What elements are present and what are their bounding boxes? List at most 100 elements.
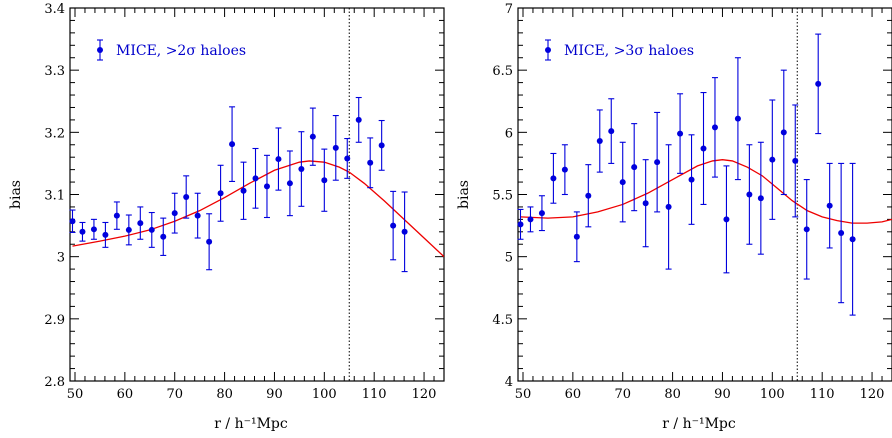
x-axis-label: r / h⁻¹Mpc — [214, 416, 288, 432]
data-point — [229, 141, 236, 148]
plot-frame — [517, 7, 892, 382]
x-tick-label: 100 — [760, 387, 785, 402]
data-point — [206, 238, 213, 245]
data-point — [183, 193, 190, 200]
data-point — [125, 226, 132, 233]
data-point — [838, 230, 845, 237]
data-point — [69, 218, 76, 225]
data-point — [550, 175, 557, 182]
data-point — [401, 228, 408, 235]
data-point — [561, 166, 568, 173]
data-point — [619, 179, 626, 186]
y-tick-label: 4.5 — [492, 313, 513, 328]
x-tick-label: 80 — [664, 387, 681, 402]
data-point — [665, 203, 672, 210]
data-point — [160, 233, 167, 240]
data-point — [137, 220, 144, 227]
data-point — [217, 190, 224, 197]
plot-frame — [69, 7, 445, 382]
x-tick-label: 80 — [216, 387, 233, 402]
legend-label: MICE, >2σ haloes — [116, 43, 246, 59]
data-point — [252, 175, 259, 182]
data-point — [746, 191, 753, 198]
data-point — [102, 231, 109, 238]
legend-marker — [545, 47, 551, 53]
y-tick-label: 3.2 — [44, 126, 65, 141]
data-point — [803, 226, 810, 233]
data-point — [263, 183, 270, 190]
y-tick-label: 2.9 — [44, 313, 65, 328]
data-point — [298, 166, 305, 173]
y-tick-label: 2.8 — [44, 375, 65, 390]
y-tick-label: 3.1 — [44, 189, 65, 204]
data-point — [585, 192, 592, 199]
data-point — [517, 221, 524, 228]
data-point — [240, 187, 247, 194]
data-point — [608, 128, 615, 135]
data-point — [79, 228, 86, 235]
data-point — [171, 210, 178, 217]
data-point — [700, 145, 707, 152]
data-point — [148, 226, 155, 233]
data-point — [538, 210, 545, 217]
x-tick-label: 90 — [266, 387, 283, 402]
x-tick-label: 70 — [614, 387, 631, 402]
x-tick-label: 110 — [362, 387, 387, 402]
data-point — [113, 212, 120, 219]
data-point — [286, 180, 293, 187]
y-tick-label: 3 — [57, 251, 65, 266]
data-point — [194, 212, 201, 219]
data-point — [711, 124, 718, 131]
y-tick-label: 3.4 — [44, 2, 65, 17]
data-point — [596, 138, 603, 145]
legend-marker — [97, 47, 103, 53]
x-tick-label: 110 — [810, 387, 835, 402]
data-point — [815, 80, 822, 87]
data-point — [826, 202, 833, 209]
data-point — [344, 155, 351, 162]
left-bias-panel: 50 60 70 80 90 100 110 120 2.8 2.9 3 3.1 3.2 3.3 3.4 r … — [8, 2, 445, 432]
data-point — [849, 236, 856, 243]
data-point — [769, 156, 776, 163]
x-tick-label: 120 — [860, 387, 885, 402]
data-point — [688, 176, 695, 183]
x-tick-label: 50 — [515, 387, 532, 402]
x-tick-label: 60 — [117, 387, 134, 402]
x-tick-label: 90 — [714, 387, 731, 402]
data-point — [792, 157, 799, 164]
y-tick-label: 4 — [505, 375, 513, 390]
y-tick-label: 5.5 — [492, 189, 513, 204]
data-point — [90, 226, 97, 233]
right-bias-panel: 50 60 70 80 90 100 110 120 4 4.5 5 5.5 6 6.5 7 r / h⁻¹M… — [456, 2, 892, 432]
data-point — [780, 129, 787, 136]
data-point — [654, 159, 661, 166]
y-tick-label: 6 — [505, 126, 513, 141]
y-axis-label: bias — [456, 180, 472, 209]
x-tick-label: 60 — [565, 387, 582, 402]
data-point — [631, 164, 638, 171]
data-point — [390, 222, 397, 229]
x-tick-label: 50 — [67, 387, 84, 402]
data-point — [378, 142, 385, 149]
data-point — [642, 200, 649, 207]
y-axis-label: bias — [8, 180, 24, 209]
y-tick-label: 7 — [505, 2, 513, 17]
data-point — [677, 130, 684, 137]
x-tick-label: 120 — [412, 387, 437, 402]
y-tick-label: 3.3 — [44, 64, 65, 79]
model-curve — [72, 160, 444, 258]
data-point — [573, 233, 580, 240]
x-axis-label: r / h⁻¹Mpc — [662, 416, 736, 432]
x-tick-label: 70 — [166, 387, 183, 402]
data-point — [734, 115, 741, 122]
data-point — [367, 159, 374, 166]
data-point — [527, 216, 534, 223]
y-tick-label: 5 — [505, 251, 513, 266]
data-point — [355, 116, 362, 123]
legend-label: MICE, >3σ haloes — [564, 43, 694, 59]
model-curve — [520, 159, 892, 224]
data-point — [757, 195, 764, 202]
data-point — [723, 216, 730, 223]
data-point — [332, 144, 339, 151]
